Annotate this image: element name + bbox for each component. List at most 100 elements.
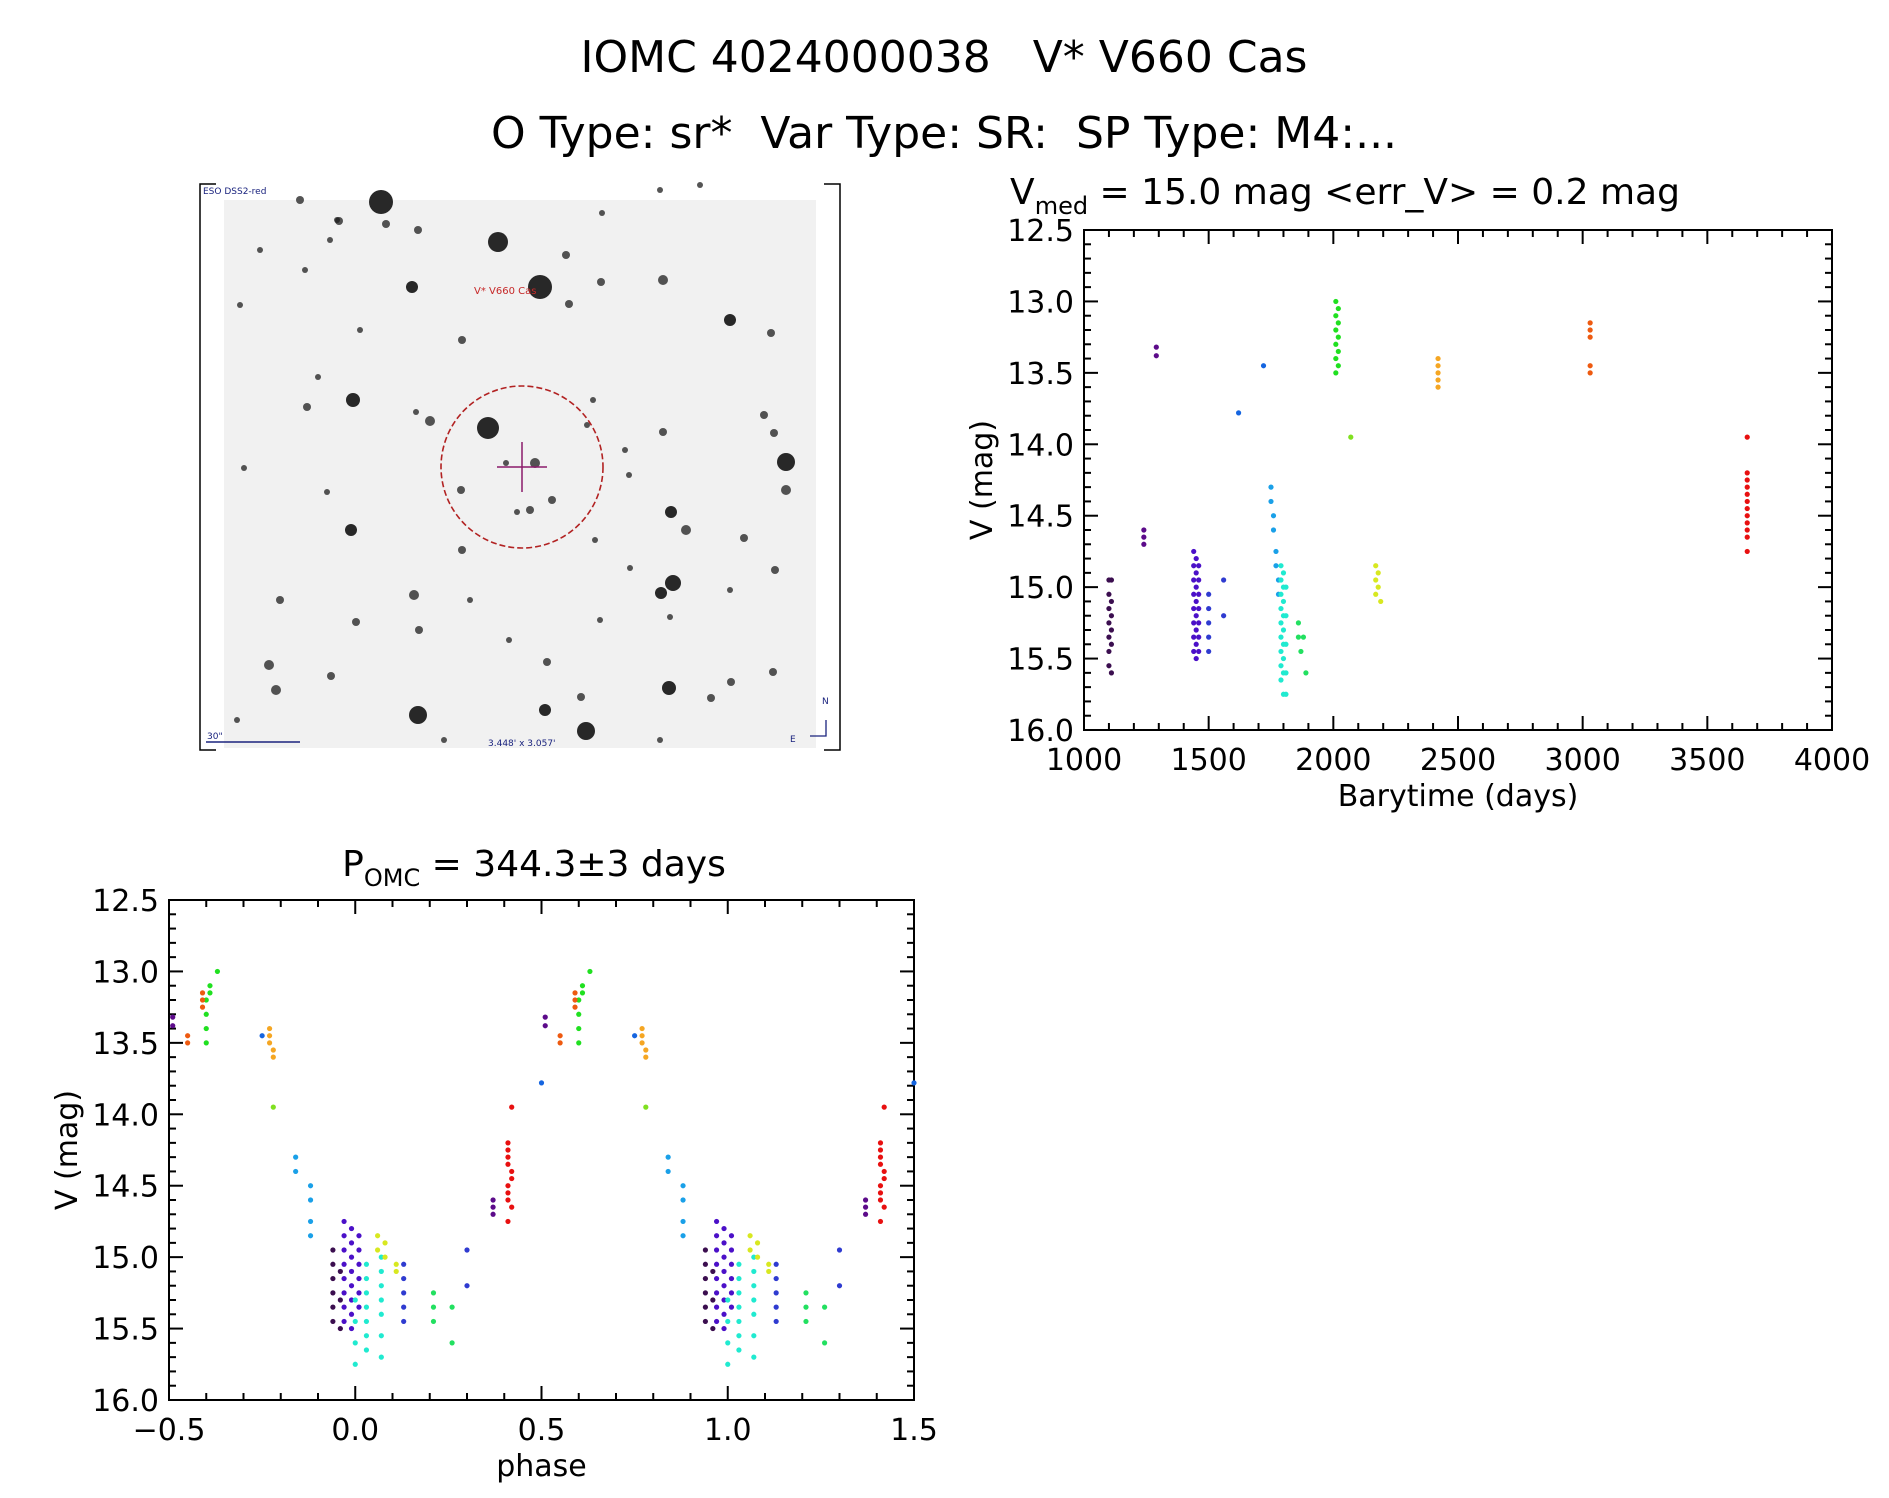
data-point <box>1278 634 1284 640</box>
data-point <box>710 1297 716 1303</box>
data-point <box>363 1290 370 1296</box>
data-point <box>877 1183 884 1189</box>
data-point <box>751 1297 757 1303</box>
data-point <box>881 1168 887 1175</box>
data-point <box>1106 591 1112 597</box>
data-point <box>1587 370 1593 376</box>
data-point <box>203 997 209 1003</box>
data-point <box>207 990 213 996</box>
data-point <box>557 1033 563 1039</box>
data-point <box>877 1161 884 1167</box>
scale-label: 30" <box>207 732 223 742</box>
star <box>345 524 357 536</box>
data-point <box>862 1204 869 1210</box>
star <box>414 226 422 234</box>
data-point <box>1280 598 1287 605</box>
data-point <box>378 1283 384 1289</box>
data-point <box>352 1297 358 1303</box>
data-point <box>721 1225 727 1232</box>
data-point <box>713 1233 720 1239</box>
star <box>577 722 595 740</box>
data-point <box>1193 627 1199 633</box>
compass-icon <box>810 720 827 737</box>
star <box>577 693 585 701</box>
xtick-label: 0.0 <box>331 1413 379 1448</box>
data-point <box>725 1361 731 1367</box>
data-point <box>877 1190 884 1196</box>
star <box>657 187 663 193</box>
data-point <box>1260 363 1267 369</box>
data-point <box>1108 577 1115 583</box>
fov-label: 3.448' x 3.057' <box>488 739 556 749</box>
data-point <box>505 1147 511 1153</box>
star <box>241 465 247 471</box>
data-point <box>1295 620 1302 626</box>
data-point <box>490 1197 496 1203</box>
data-point <box>1283 691 1289 697</box>
data-point <box>270 1054 276 1060</box>
data-point <box>375 1247 381 1253</box>
data-point <box>1206 648 1212 655</box>
star <box>303 403 311 411</box>
data-point <box>1280 570 1287 576</box>
star <box>237 302 243 308</box>
data-point <box>1587 320 1593 326</box>
lightcurve-xlabel: Barytime (days) <box>1338 779 1579 814</box>
xtick-label: 2000 <box>1295 743 1371 778</box>
data-point <box>505 1154 511 1160</box>
data-point <box>1270 527 1277 533</box>
data-point <box>363 1261 370 1267</box>
data-point <box>1191 634 1197 640</box>
xtick-label: 3000 <box>1544 743 1620 778</box>
xtick-label: 1000 <box>1046 743 1122 778</box>
xtick-label: 1.0 <box>704 1413 752 1448</box>
data-point <box>1106 634 1112 640</box>
survey-label: ESO DSS2-red <box>203 187 266 197</box>
star <box>276 596 284 604</box>
data-point <box>1283 670 1289 676</box>
data-point <box>352 1318 358 1325</box>
data-point <box>751 1254 757 1260</box>
data-point <box>680 1233 686 1239</box>
lightcurve-frame <box>1083 229 1833 731</box>
data-point <box>356 1290 362 1296</box>
data-point <box>721 1325 727 1332</box>
xtick-label: 2500 <box>1420 743 1496 778</box>
data-point <box>713 1275 720 1282</box>
data-point <box>721 1311 727 1317</box>
ytick-label: 15.5 <box>92 1313 159 1348</box>
data-point <box>721 1268 727 1275</box>
data-point <box>1744 534 1750 540</box>
data-point <box>1435 355 1441 362</box>
data-point <box>1278 563 1284 569</box>
data-point <box>1106 648 1112 655</box>
xtick-label: 1.5 <box>890 1413 938 1448</box>
star <box>346 393 360 407</box>
data-point <box>337 1325 343 1332</box>
star <box>530 458 540 468</box>
data-point <box>199 997 206 1003</box>
star <box>413 409 419 415</box>
star <box>406 281 418 293</box>
data-point <box>713 1218 720 1225</box>
star <box>488 232 508 252</box>
data-point <box>1744 498 1750 505</box>
star <box>597 617 603 623</box>
data-point <box>378 1311 384 1317</box>
figure-subtitle: O Type: sr* Var Type: SR: SP Type: M4:..… <box>491 108 1397 159</box>
star <box>548 496 556 504</box>
star <box>357 327 363 333</box>
star <box>302 267 308 273</box>
data-point <box>378 1254 384 1260</box>
data-point <box>1333 298 1339 305</box>
data-point <box>822 1304 828 1310</box>
phased-title-rest: = 344.3±3 days <box>420 844 726 885</box>
star <box>257 247 263 253</box>
data-point <box>643 1047 649 1053</box>
data-point <box>713 1290 720 1296</box>
data-point <box>1193 598 1199 605</box>
data-point <box>1153 353 1159 359</box>
data-point <box>203 1025 209 1032</box>
star <box>458 336 466 344</box>
data-point <box>341 1275 347 1282</box>
